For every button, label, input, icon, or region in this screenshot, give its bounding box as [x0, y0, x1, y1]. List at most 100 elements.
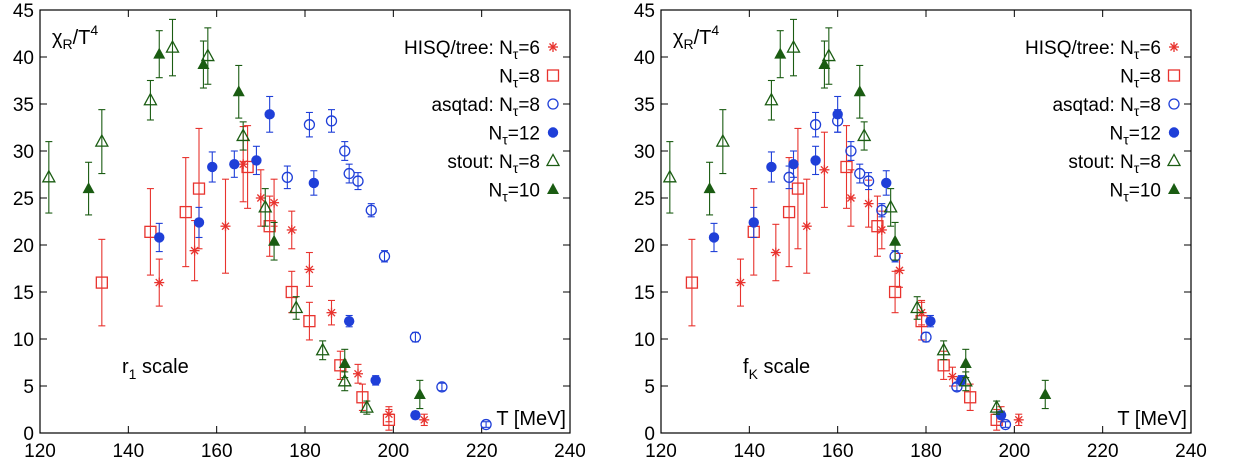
data-point — [936, 340, 951, 361]
legend-marker — [1167, 69, 1181, 82]
data-point — [255, 169, 266, 227]
data-point — [353, 363, 363, 384]
y-tick-label: 15 — [634, 283, 655, 304]
data-point — [229, 150, 240, 178]
y-tick-label: 20 — [634, 236, 655, 257]
data-point — [258, 188, 273, 227]
data-point — [832, 95, 843, 133]
series-3-filled-circle — [154, 95, 421, 421]
data-point — [315, 340, 330, 361]
data-point — [853, 64, 866, 119]
data-point — [735, 258, 746, 307]
data-point — [788, 150, 799, 178]
legend-label: Nτ=12 — [1110, 124, 1162, 148]
data-point — [409, 331, 422, 343]
data-point — [845, 169, 856, 227]
data-point — [480, 418, 492, 431]
legend-entry: Nτ=8 — [1120, 67, 1181, 91]
data-point — [289, 296, 304, 320]
x-tick-label: 180 — [289, 441, 321, 462]
data-point — [703, 161, 716, 216]
y-tick-label: 0 — [644, 424, 655, 445]
data-point — [207, 151, 218, 183]
data-point — [791, 127, 805, 250]
legend-entry: HISQ/tree: Nτ=6 — [404, 38, 558, 62]
legend-label: Nτ=10 — [1110, 181, 1162, 205]
x-tick-label: 180 — [910, 441, 942, 462]
legend-marker — [547, 98, 559, 110]
data-point — [821, 27, 836, 85]
plot-frame — [39, 9, 571, 434]
data-point — [285, 270, 298, 314]
data-point — [708, 222, 720, 253]
y-tick-label: 15 — [13, 283, 34, 304]
data-point — [685, 238, 699, 327]
y-tick-label: 10 — [13, 330, 34, 351]
legend-label: Nτ=12 — [489, 124, 541, 148]
data-point — [303, 111, 316, 138]
data-point — [925, 314, 936, 328]
legend-label: HISQ/tree: Nτ=6 — [404, 38, 540, 62]
data-point — [193, 206, 205, 239]
x-tick-label: 240 — [554, 441, 586, 462]
x-tick-label: 120 — [24, 441, 56, 462]
series-3-filled-circle — [708, 95, 1007, 421]
data-point — [819, 131, 830, 208]
data-point — [264, 95, 275, 133]
data-point — [197, 40, 210, 89]
y-tick-label: 45 — [634, 1, 655, 22]
data-point — [165, 18, 180, 77]
y-tick-label: 25 — [634, 189, 655, 210]
x-tick-label: 240 — [1175, 441, 1207, 462]
series-2-open-circle — [281, 109, 492, 431]
data-point — [153, 30, 166, 79]
series-5-filled-triangle — [703, 30, 1052, 410]
series-0-star — [735, 131, 1024, 427]
legend-entry: Nτ=8 — [499, 67, 560, 91]
data-point — [410, 409, 421, 421]
legend-marker — [1169, 42, 1179, 52]
legend-label: Nτ=8 — [1120, 67, 1161, 91]
data-point — [764, 79, 779, 121]
legend-marker — [547, 127, 559, 138]
data-point — [801, 178, 812, 274]
plot-frame — [660, 9, 1192, 434]
data-point — [845, 141, 857, 161]
data-point — [343, 314, 355, 328]
x-tick-label: 220 — [1087, 441, 1119, 462]
chart-panel-r1-scale: 120 140 160 180 200 220 240 0 5 10 15 20 25 30 35 40 45 χ… — [13, 1, 586, 462]
legend-label: stout: Nτ=8 — [1068, 152, 1161, 176]
data-point — [964, 383, 977, 411]
series-4-open-triangle — [662, 18, 1004, 415]
legend-marker — [1168, 183, 1180, 194]
data-point — [370, 375, 381, 386]
data-point — [910, 296, 925, 320]
data-point — [154, 258, 165, 307]
legend-entry: stout: Nτ=8 — [447, 152, 561, 176]
x-tick-label: 220 — [466, 441, 498, 462]
data-point — [888, 270, 902, 314]
legend-marker — [546, 69, 560, 82]
y-tick-label: 5 — [644, 377, 655, 398]
data-point — [378, 250, 391, 263]
data-point — [365, 203, 377, 218]
scale-annotation: fK scale — [743, 356, 810, 382]
data-point — [883, 188, 898, 227]
data-point — [959, 348, 972, 379]
series-1-open-square — [685, 125, 1003, 431]
data-point — [220, 178, 231, 274]
data-point — [325, 109, 338, 133]
x-tick-label: 200 — [377, 441, 409, 462]
legend-entry: stout: Nτ=8 — [1068, 152, 1182, 176]
y-axis-label: χR/T4 — [673, 22, 719, 52]
x-axis-label: T [MeV] — [1117, 408, 1187, 430]
data-point — [818, 40, 831, 89]
x-tick-label: 160 — [201, 441, 233, 462]
x-tick-label: 160 — [822, 441, 854, 462]
legend-marker — [1168, 127, 1180, 138]
y-tick-label: 40 — [634, 48, 655, 69]
y-tick-label: 20 — [13, 236, 34, 257]
data-point — [343, 163, 355, 184]
legend-marker — [547, 183, 559, 194]
legend-label: HISQ/tree: Nτ=6 — [1025, 38, 1161, 62]
